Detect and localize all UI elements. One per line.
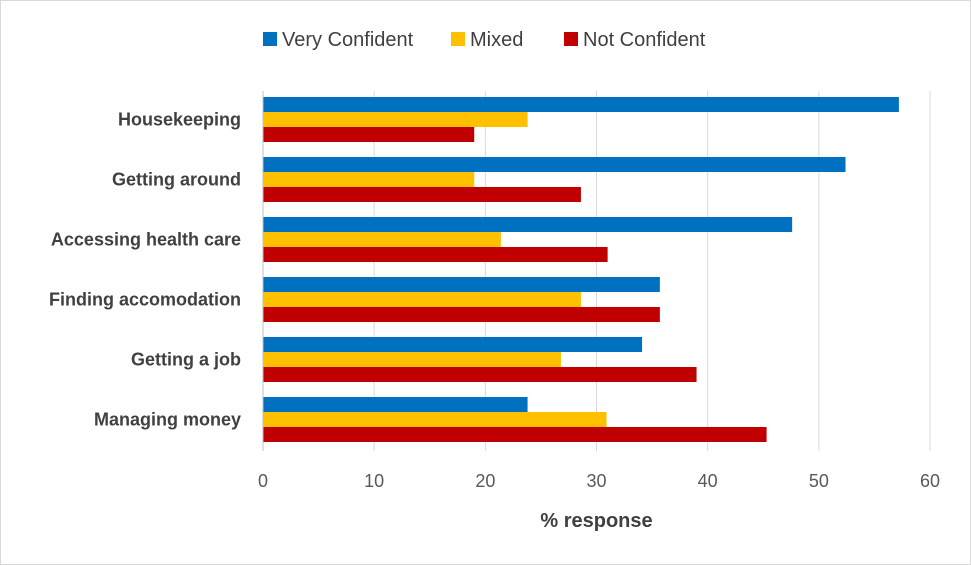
bar-very-confident <box>263 97 899 112</box>
legend: Very Confident Mixed Not Confident <box>263 29 706 51</box>
x-tick-label: 50 <box>809 471 829 491</box>
category-label: Getting around <box>112 170 241 190</box>
category-label: Finding accomodation <box>49 290 241 310</box>
category-label: Managing money <box>94 410 241 430</box>
axes: 0 10 20 30 40 50 60 Housekeeping Getting around A… <box>49 91 940 491</box>
category-label: Accessing health care <box>51 230 241 250</box>
bar-mixed <box>263 232 501 247</box>
category-label: Housekeeping <box>118 110 241 130</box>
bar-mixed <box>263 412 607 427</box>
x-tick-label: 20 <box>475 471 495 491</box>
x-tick-label: 0 <box>258 471 268 491</box>
gridlines <box>373 91 931 451</box>
category-label: Getting a job <box>131 350 241 370</box>
legend-label: Very Confident <box>282 29 414 51</box>
bar-mixed <box>263 292 581 307</box>
bar-not-confident <box>263 187 581 202</box>
bars <box>263 97 899 442</box>
x-tick-label: 10 <box>364 471 384 491</box>
legend-swatch <box>564 32 578 46</box>
bar-very-confident <box>263 217 793 232</box>
legend-label: Mixed <box>470 29 523 51</box>
bar-not-confident <box>263 307 660 322</box>
bar-very-confident <box>263 337 643 352</box>
bar-very-confident <box>263 397 528 412</box>
bar-very-confident <box>263 277 660 292</box>
bar-very-confident <box>263 157 846 172</box>
x-axis-title: % response <box>540 510 652 532</box>
x-tick-label: 40 <box>698 471 718 491</box>
bar-not-confident <box>263 427 767 442</box>
bar-mixed <box>263 112 528 127</box>
bar-not-confident <box>263 127 475 142</box>
legend-label: Not Confident <box>583 29 706 51</box>
legend-swatch <box>263 32 277 46</box>
bar-not-confident <box>263 367 697 382</box>
bar-mixed <box>263 352 561 367</box>
x-tick-label: 30 <box>586 471 606 491</box>
legend-swatch <box>451 32 465 46</box>
bar-mixed <box>263 172 475 187</box>
bar-not-confident <box>263 247 608 262</box>
x-tick-label: 60 <box>920 471 940 491</box>
